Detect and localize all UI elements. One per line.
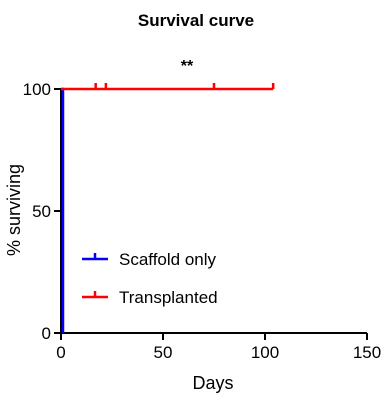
legend-label-0: Scaffold only [119, 250, 217, 269]
x-tick-label: 0 [56, 343, 65, 362]
y-tick-label: 50 [32, 202, 51, 221]
legend: Scaffold only Transplanted [82, 250, 218, 307]
y-axis-label: % surviving [4, 164, 24, 256]
y-tick-label: 0 [42, 324, 51, 343]
x-tick-label: 150 [353, 343, 381, 362]
series-layer [61, 83, 275, 333]
y-tick-label: 100 [23, 80, 51, 99]
significance-annotation: ** [181, 58, 194, 75]
x-tick-label: 100 [251, 343, 279, 362]
x-axis-label: Days [192, 373, 233, 393]
x-tick-label: 50 [154, 343, 173, 362]
axes: 0 50 100 150 0 50 100 [23, 80, 382, 362]
chart-title: Survival curve [138, 11, 254, 30]
legend-label-1: Transplanted [119, 288, 218, 307]
